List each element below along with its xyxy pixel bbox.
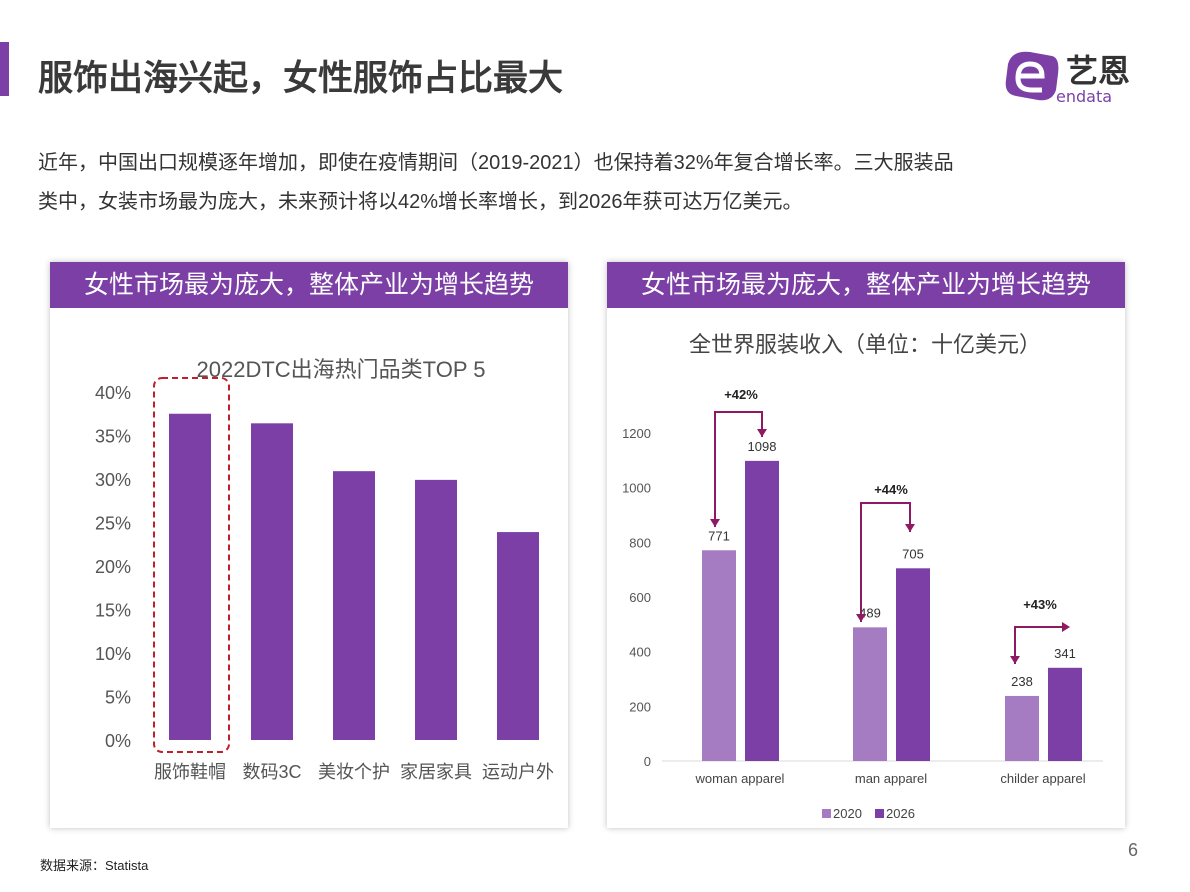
right-data-label: 341 xyxy=(1054,646,1076,661)
left-chart-title: 2022DTC出海热门品类TOP 5 xyxy=(197,357,486,382)
legend-label: 2020 xyxy=(833,806,862,821)
growth-label: +42% xyxy=(724,387,758,402)
right-bar-2026-2 xyxy=(1048,667,1082,761)
growth-label: +43% xyxy=(1023,597,1057,612)
highlight-box xyxy=(153,377,230,753)
right-data-label: 705 xyxy=(902,546,924,561)
right-data-label: 1098 xyxy=(748,439,777,454)
left-x-label: 家居家具 xyxy=(400,762,472,782)
left-y-tick: 35% xyxy=(95,427,131,447)
left-card-header: 女性市场最为庞大，整体产业为增长趋势 xyxy=(50,262,568,308)
right-x-label: man apparel xyxy=(855,771,927,786)
svg-text:endata: endata xyxy=(1056,87,1112,106)
arrow-head xyxy=(757,429,767,437)
right-y-tick: 600 xyxy=(629,590,651,605)
growth-arrow xyxy=(1014,626,1062,664)
right-y-tick: 0 xyxy=(644,754,651,769)
left-x-label: 运动户外 xyxy=(482,762,554,782)
left-y-tick: 5% xyxy=(105,688,131,708)
right-bar-2020-1 xyxy=(853,627,887,761)
left-y-tick: 15% xyxy=(95,601,131,621)
growth-label: +44% xyxy=(874,482,908,497)
right-card-header: 女性市场最为庞大，整体产业为增长趋势 xyxy=(607,262,1125,308)
right-bar-2020-0 xyxy=(702,550,736,761)
right-y-tick: 200 xyxy=(629,699,651,714)
arrow-head xyxy=(905,524,915,532)
legend-label: 2026 xyxy=(886,806,915,821)
data-source: 数据来源：Statista xyxy=(40,858,149,873)
intro-line-1: 近年，中国出口规模逐年增加，即使在疫情期间（2019-2021）也保持着32%年… xyxy=(38,152,954,174)
right-y-tick: 400 xyxy=(629,645,651,660)
left-x-label: 服饰鞋帽 xyxy=(154,762,226,782)
right-y-tick: 1200 xyxy=(622,426,651,441)
intro-line-2: 类中，女装市场最为庞大，未来预计将以42%增长率增长，到2026年获可达万亿美元… xyxy=(38,191,803,213)
right-data-label: 489 xyxy=(859,605,881,620)
left-x-label: 美妆个护 xyxy=(318,762,390,782)
right-data-label: 771 xyxy=(708,528,730,543)
left-y-tick: 10% xyxy=(95,644,131,664)
left-bar-3 xyxy=(415,479,457,740)
right-chart-title: 全世界服装收入（单位：十亿美元） xyxy=(689,332,1041,357)
right-x-label: woman apparel xyxy=(695,771,785,786)
right-bar-2026-0 xyxy=(745,460,779,761)
right-y-tick: 1000 xyxy=(622,481,651,496)
page-number: 6 xyxy=(1128,840,1139,860)
left-y-tick: 40% xyxy=(95,383,131,403)
left-y-tick: 0% xyxy=(105,731,131,751)
left-x-label: 数码3C xyxy=(242,762,301,782)
left-bar-0 xyxy=(169,413,211,740)
growth-arrow xyxy=(714,411,763,527)
right-data-label: 238 xyxy=(1011,674,1033,689)
svg-text:艺恩: 艺恩 xyxy=(1066,52,1130,90)
left-bar-2 xyxy=(333,471,375,740)
endata-logo: 艺恩 endata xyxy=(1000,44,1150,106)
page-title: 服饰出海兴起，女性服饰占比最大 xyxy=(38,59,564,98)
arrow-head xyxy=(1062,622,1070,632)
left-bar-4 xyxy=(497,532,539,740)
growth-arrow xyxy=(860,502,911,622)
legend-swatch-2020 xyxy=(822,809,831,818)
left-y-tick: 25% xyxy=(95,514,131,534)
arrow-head xyxy=(710,519,720,527)
arrow-head xyxy=(856,614,866,622)
right-bar-2026-1 xyxy=(896,568,930,761)
left-bar-1 xyxy=(251,423,293,740)
left-y-tick: 30% xyxy=(95,470,131,490)
left-chart-card: 女性市场最为庞大，整体产业为增长趋势 xyxy=(50,262,568,828)
right-bar-2020-2 xyxy=(1005,695,1039,761)
left-y-tick: 20% xyxy=(95,557,131,577)
title-accent-bar xyxy=(0,42,9,96)
right-x-label: childer apparel xyxy=(1000,771,1085,786)
arrow-head xyxy=(1010,656,1020,664)
legend-swatch-2026 xyxy=(875,809,884,818)
right-y-tick: 800 xyxy=(629,535,651,550)
